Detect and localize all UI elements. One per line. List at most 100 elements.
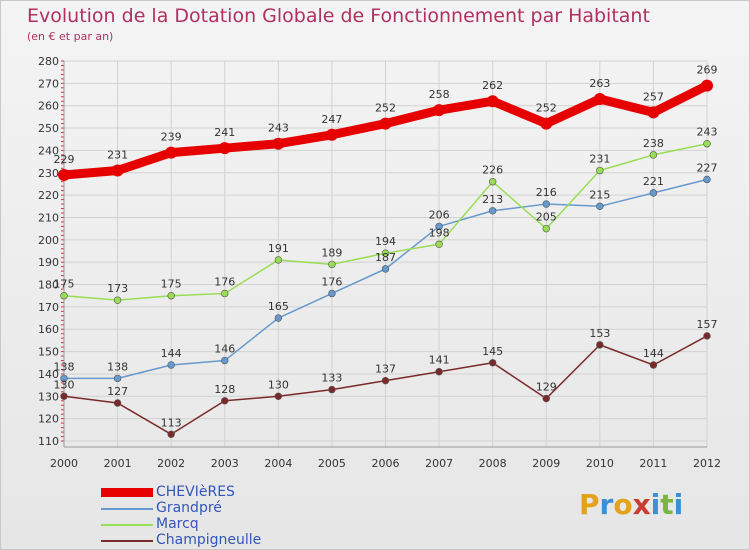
- data-label: 175: [161, 278, 182, 291]
- y-tick-label: 230: [38, 167, 59, 180]
- y-tick-label: 110: [38, 435, 59, 448]
- legend-label: CHEVIèRES: [156, 484, 235, 500]
- data-point: [165, 146, 178, 159]
- data-label: 191: [268, 242, 289, 255]
- data-label: 165: [268, 300, 289, 313]
- data-point: [111, 164, 124, 177]
- data-label: 252: [536, 102, 557, 115]
- data-label: 176: [321, 275, 342, 288]
- data-point: [274, 392, 283, 400]
- legend-label: Marcq: [156, 516, 199, 532]
- data-point: [486, 95, 499, 108]
- data-label: 175: [54, 278, 75, 291]
- logo-letter: i: [673, 488, 684, 521]
- data-label: 137: [375, 363, 396, 376]
- data-point: [381, 376, 390, 385]
- y-tick-label: 220: [38, 189, 59, 202]
- data-label: 247: [321, 113, 342, 126]
- data-label: 239: [161, 131, 182, 144]
- data-point: [60, 292, 68, 300]
- data-point: [328, 289, 336, 298]
- data-label: 127: [107, 385, 128, 398]
- y-tick-label: 150: [38, 346, 59, 359]
- data-point: [435, 240, 443, 248]
- data-label: 221: [643, 175, 664, 188]
- data-point: [542, 200, 550, 208]
- data-labels: 138 138 144 146 165 176 187 206 213 216 215 221 227 1…: [54, 64, 718, 430]
- y-tick-label: 140: [38, 368, 59, 381]
- legend-swatch: [101, 508, 153, 510]
- data-label: 205: [536, 211, 557, 224]
- data-point: [649, 189, 658, 197]
- data-label: 128: [214, 383, 235, 396]
- data-point: [325, 128, 338, 141]
- data-point: [703, 332, 711, 340]
- data-label: 133: [321, 372, 342, 385]
- data-label: 215: [589, 188, 610, 201]
- x-tick-label: 2011: [639, 457, 667, 470]
- data-label: 263: [589, 77, 610, 90]
- x-tick-label: 2005: [318, 457, 346, 470]
- data-point: [58, 169, 70, 181]
- x-tick-label: 2008: [479, 457, 507, 470]
- legend-swatch: [101, 540, 153, 542]
- data-label: 157: [697, 318, 718, 331]
- logo-letter: x: [632, 488, 651, 521]
- data-point: [596, 166, 604, 175]
- data-point: [167, 292, 175, 300]
- data-point: [649, 361, 658, 369]
- data-point: [60, 374, 68, 383]
- x-tick-label: 2001: [104, 457, 132, 470]
- data-point: [596, 341, 604, 349]
- legend-label: Grandpré: [156, 500, 222, 516]
- x-tick-label: 2006: [372, 457, 400, 470]
- data-point: [379, 117, 392, 130]
- chart-title: Evolution de la Dotation Globale de Fonc…: [27, 5, 650, 27]
- data-point: [435, 222, 443, 231]
- data-label: 173: [107, 282, 128, 295]
- y-tick-label: 250: [38, 122, 59, 135]
- data-label: 198: [429, 226, 450, 239]
- proxiti-logo: Proxiti: [579, 488, 683, 521]
- data-point: [113, 296, 122, 304]
- y-tick-label: 130: [38, 390, 59, 403]
- data-point: [328, 385, 336, 394]
- data-label: 130: [268, 378, 289, 391]
- data-label: 145: [482, 345, 503, 358]
- data-label: 153: [589, 327, 610, 340]
- data-label: 216: [536, 186, 557, 199]
- grid: [63, 60, 708, 447]
- data-point: [113, 399, 122, 407]
- x-tick-label: 2003: [211, 457, 239, 470]
- x-tick-label: 2007: [425, 457, 453, 470]
- data-point: [540, 117, 553, 130]
- data-point: [113, 374, 122, 383]
- data-label: 206: [429, 208, 450, 221]
- legend-swatch: [101, 524, 153, 526]
- data-label: 138: [54, 360, 75, 373]
- data-point: [542, 394, 550, 403]
- data-point: [488, 178, 497, 186]
- x-tick-label: 2004: [264, 457, 292, 470]
- logo-letter: i: [650, 488, 661, 521]
- logo-letter: P: [579, 488, 600, 521]
- y-tick-label: 120: [38, 413, 59, 426]
- data-point: [433, 104, 446, 117]
- data-label: 141: [429, 354, 450, 367]
- data-point: [488, 207, 497, 215]
- data-point: [596, 202, 604, 210]
- data-point: [701, 79, 713, 92]
- y-tick-label: 170: [38, 301, 59, 314]
- data-label: 258: [429, 88, 450, 101]
- data-label: 231: [107, 149, 128, 162]
- y-tick-label: 180: [38, 279, 59, 292]
- data-label: 113: [161, 416, 182, 429]
- data-point: [435, 368, 443, 376]
- data-point: [272, 137, 285, 150]
- data-point: [167, 430, 175, 438]
- data-label: 231: [589, 153, 610, 166]
- y-tick-label: 210: [38, 211, 59, 224]
- data-point: [381, 265, 390, 273]
